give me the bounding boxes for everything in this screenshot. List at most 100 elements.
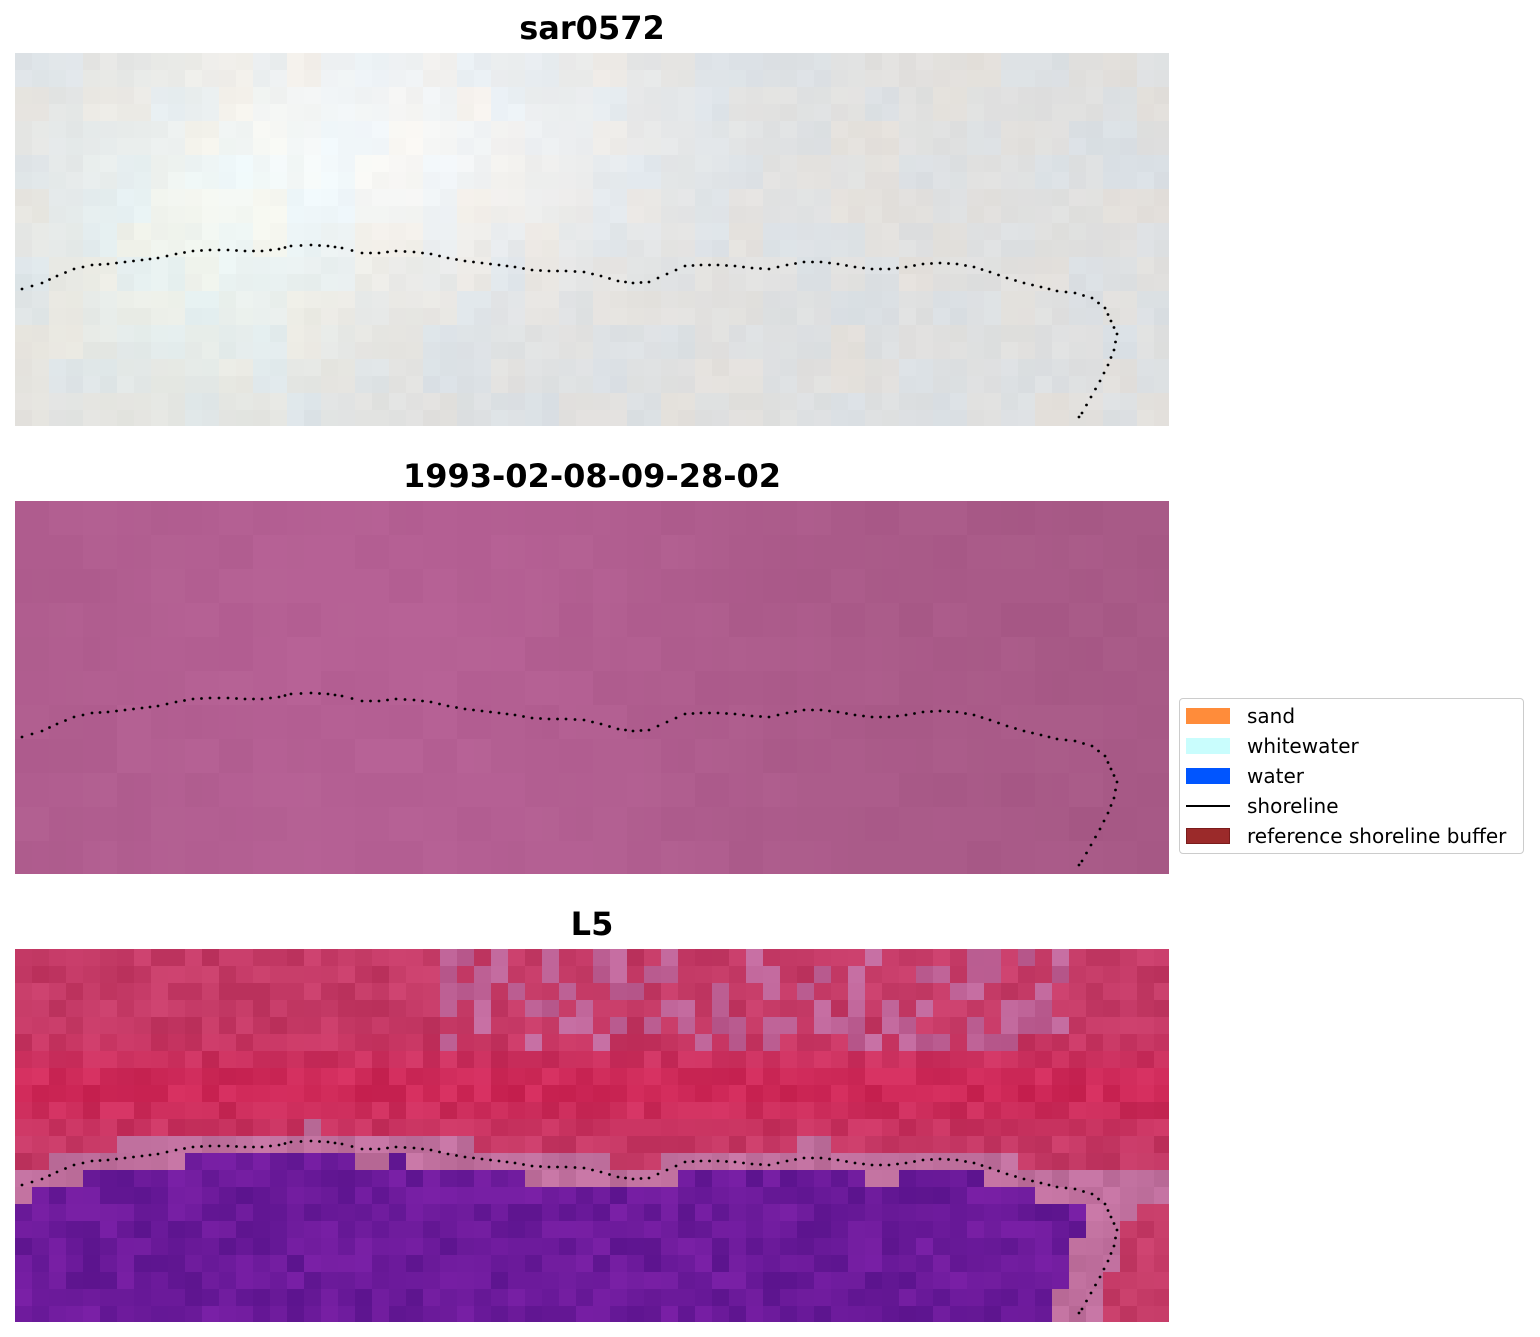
shoreline-point bbox=[200, 1145, 203, 1148]
shoreline-point bbox=[1085, 851, 1088, 855]
shoreline-point bbox=[564, 269, 568, 273]
shoreline-point bbox=[930, 710, 933, 713]
shoreline-point bbox=[1109, 319, 1113, 323]
shoreline-point bbox=[326, 692, 330, 696]
shoreline-point bbox=[904, 265, 908, 269]
classified-image bbox=[15, 949, 1169, 1322]
shoreline-point bbox=[1106, 1259, 1110, 1263]
shoreline-point bbox=[530, 716, 534, 720]
shoreline-point bbox=[497, 711, 501, 715]
shoreline-point bbox=[289, 692, 293, 696]
shoreline-point bbox=[1085, 1299, 1088, 1303]
shoreline-point bbox=[522, 715, 525, 718]
shoreline-point bbox=[455, 1154, 458, 1157]
shoreline-point bbox=[64, 719, 67, 722]
shoreline-point bbox=[480, 261, 484, 265]
shoreline-point bbox=[879, 715, 882, 719]
shoreline-point bbox=[742, 1161, 745, 1165]
shoreline-point bbox=[72, 715, 76, 719]
shoreline-point bbox=[48, 1174, 51, 1177]
shoreline-point bbox=[716, 1159, 720, 1163]
shoreline-point bbox=[1022, 729, 1026, 733]
shoreline-point bbox=[40, 729, 44, 733]
shoreline-point bbox=[547, 717, 551, 721]
shoreline-point bbox=[1094, 835, 1097, 839]
shoreline-point bbox=[489, 1158, 492, 1162]
shoreline-point bbox=[742, 713, 745, 717]
shoreline-point bbox=[333, 1141, 337, 1145]
shoreline-point bbox=[412, 250, 416, 254]
shoreline-point bbox=[599, 1170, 603, 1174]
shoreline-point bbox=[326, 1140, 330, 1144]
shoreline-point bbox=[208, 248, 212, 252]
shoreline-point bbox=[148, 1153, 152, 1157]
shoreline-point bbox=[1098, 1275, 1102, 1279]
shoreline-point bbox=[1089, 843, 1093, 847]
shoreline-point bbox=[733, 712, 737, 716]
shoreline-point bbox=[283, 1142, 287, 1145]
shoreline-point bbox=[539, 717, 542, 720]
shoreline-point bbox=[1112, 796, 1116, 800]
shoreline-point bbox=[938, 1157, 942, 1161]
shoreline-point bbox=[1106, 811, 1110, 815]
shoreline-point bbox=[776, 713, 780, 717]
shoreline-point bbox=[819, 1156, 823, 1160]
shoreline-point bbox=[183, 699, 186, 702]
shoreline-point bbox=[947, 710, 950, 713]
shoreline-point bbox=[174, 1148, 178, 1152]
shoreline-point bbox=[1073, 739, 1077, 743]
shoreline-point bbox=[767, 267, 771, 271]
shoreline-point bbox=[81, 265, 85, 269]
shoreline-point bbox=[90, 1159, 94, 1163]
shoreline-point bbox=[165, 1150, 169, 1154]
shoreline-point bbox=[1115, 780, 1119, 784]
shoreline-point bbox=[1097, 749, 1100, 753]
shoreline-point bbox=[776, 1161, 780, 1165]
shoreline-point bbox=[165, 702, 169, 706]
shoreline-point bbox=[115, 1157, 118, 1161]
shoreline-point bbox=[217, 1144, 221, 1148]
shoreline-point bbox=[1077, 415, 1081, 419]
shoreline-point bbox=[964, 1160, 967, 1163]
shoreline-point bbox=[582, 270, 586, 274]
legend-item-reference-buffer: reference shoreline buffer bbox=[1186, 824, 1506, 848]
panel-title-date: 1993-02-08-09-28-02 bbox=[402, 457, 782, 495]
shoreline-point bbox=[156, 256, 160, 260]
shoreline-point bbox=[191, 249, 195, 253]
shoreline-point bbox=[1064, 738, 1068, 742]
shoreline-point bbox=[767, 715, 771, 719]
shoreline-point bbox=[1115, 332, 1119, 336]
pixel-grid bbox=[15, 501, 1169, 874]
shoreline-point bbox=[870, 715, 874, 719]
shoreline-point bbox=[802, 708, 806, 712]
shoreline-point bbox=[513, 713, 517, 717]
shoreline-point bbox=[1039, 733, 1043, 737]
shoreline-point bbox=[980, 1164, 984, 1167]
shoreline-point bbox=[811, 708, 814, 712]
shoreline-point bbox=[90, 263, 94, 267]
shoreline-point bbox=[132, 1155, 135, 1159]
shoreline-point bbox=[582, 1166, 586, 1170]
shoreline-point bbox=[624, 280, 627, 284]
shoreline-point bbox=[1073, 1187, 1077, 1191]
shoreline-point bbox=[480, 1157, 484, 1161]
shoreline-point bbox=[896, 266, 899, 270]
shoreline-point bbox=[394, 697, 398, 701]
shoreline-point bbox=[360, 1147, 364, 1151]
shoreline-point bbox=[421, 1147, 424, 1151]
shoreline-point bbox=[988, 1166, 992, 1170]
shoreline-point bbox=[564, 717, 568, 721]
shoreline-point bbox=[318, 244, 321, 247]
shoreline-point bbox=[591, 272, 594, 276]
shoreline-point bbox=[759, 267, 762, 270]
shoreline-point bbox=[1109, 1252, 1113, 1255]
shoreline-point bbox=[463, 1155, 467, 1159]
shoreline-point bbox=[191, 697, 195, 701]
shoreline-point bbox=[412, 1146, 416, 1150]
shoreline-point bbox=[340, 246, 344, 250]
shoreline-point bbox=[81, 1161, 85, 1165]
shoreline-point bbox=[505, 264, 509, 268]
shoreline-point bbox=[591, 1168, 594, 1172]
shoreline-point bbox=[1055, 289, 1059, 293]
shoreline-point bbox=[260, 697, 264, 701]
